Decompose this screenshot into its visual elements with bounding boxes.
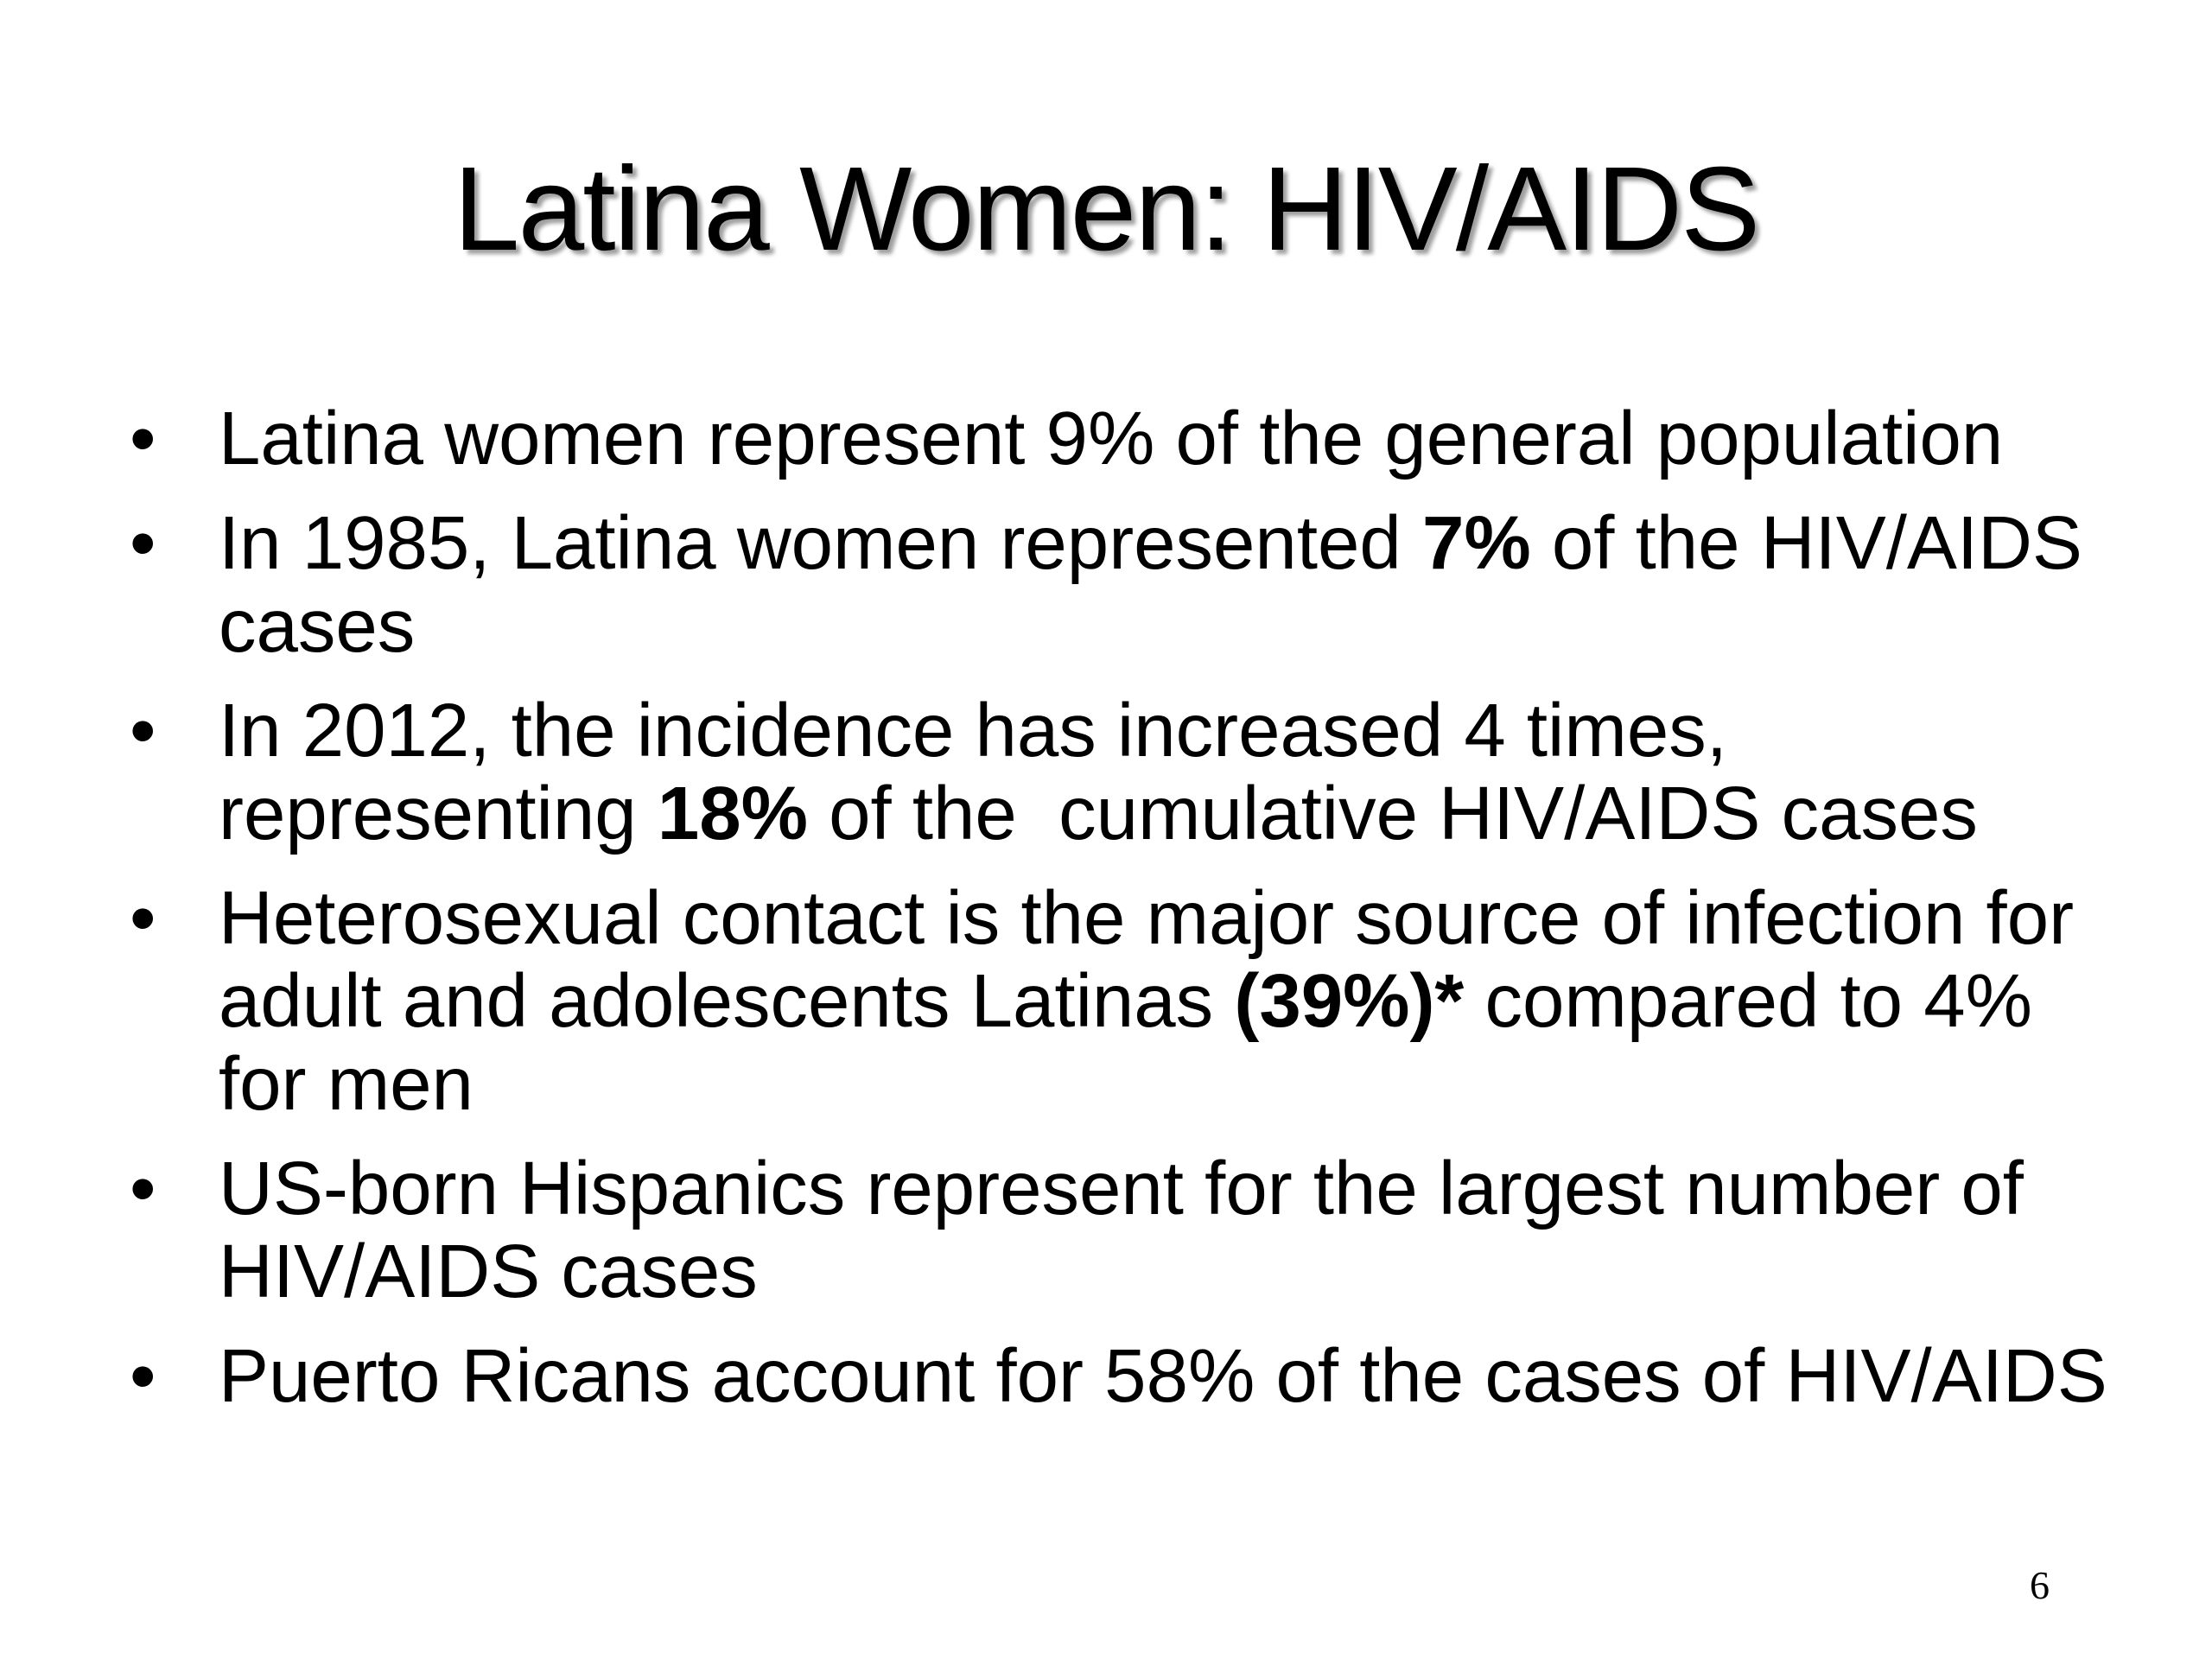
bullet-text: US-born Hispanics represent for the larg… <box>219 1147 2024 1313</box>
bullet-text: Puerto Ricans account for 58% of the cas… <box>219 1334 2107 1418</box>
bullet-dot-icon: • <box>130 689 156 772</box>
bullet-text-bold: 18% <box>657 772 808 855</box>
bullet-text-pre: Heterosexual contact is the major source… <box>219 876 2075 1043</box>
bullet-list: • Latina women represent 9% of the gener… <box>130 397 2108 1440</box>
bullet-text-bold: 7% <box>1421 501 1531 585</box>
bullet-text-post: of the cumulative HIV/AIDS cases <box>807 772 1978 855</box>
bullet-item-1: • Latina women represent 9% of the gener… <box>130 397 2108 480</box>
bullet-text-post: of the HIV/AIDS cases <box>219 501 2082 668</box>
bullet-dot-icon: • <box>130 501 156 585</box>
bullet-item-4: • Heterosexual contact is the major sour… <box>130 877 2108 1126</box>
bullet-dot-icon: • <box>130 397 156 480</box>
bullet-text: Latina women represent 9% of the general… <box>219 397 2004 480</box>
bullet-dot-icon: • <box>130 1334 156 1418</box>
bullet-item-3: • In 2012, the incidence has increased 4… <box>130 690 2108 855</box>
bullet-dot-icon: • <box>130 1147 156 1230</box>
bullet-text-pre: In 1985, Latina women represented <box>219 501 1422 585</box>
bullet-text-bold: (39%)* <box>1234 959 1465 1043</box>
bullet-text-pre: In 2012, the incidence has increased 4 t… <box>219 689 1727 855</box>
bullet-item-2: • In 1985, Latina women represented 7% o… <box>130 502 2108 668</box>
bullet-text-post: compared to 4% for men <box>219 959 2032 1126</box>
bullet-dot-icon: • <box>130 876 156 960</box>
slide-title: Latina Women: HIV/AIDS <box>453 143 1760 276</box>
page-number: 6 <box>2030 1563 2050 1607</box>
bullet-item-5: • US-born Hispanics represent for the la… <box>130 1147 2108 1313</box>
bullet-item-6: • Puerto Ricans account for 58% of the c… <box>130 1335 2108 1418</box>
